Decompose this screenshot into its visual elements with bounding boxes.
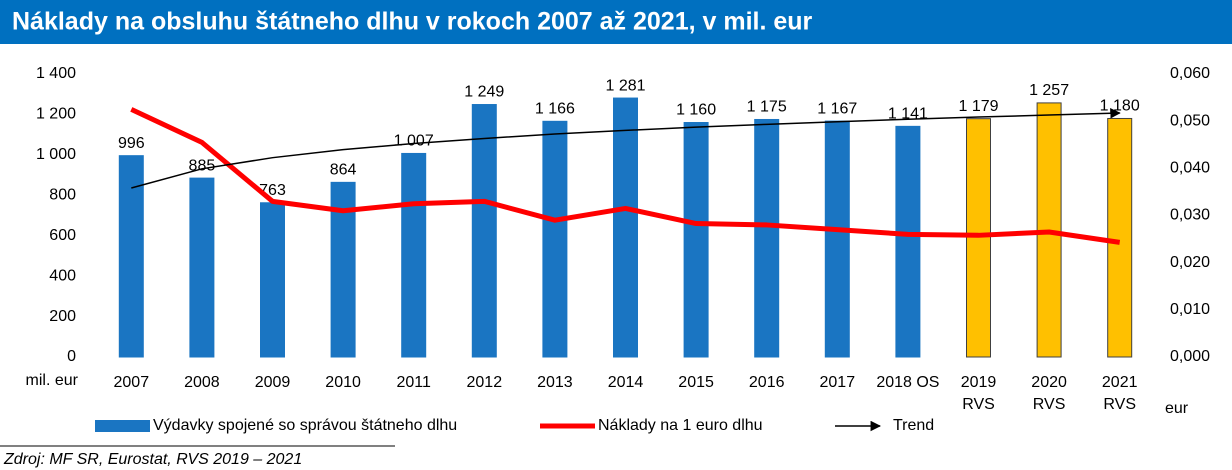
x-tick-label: 2008 [184,374,220,391]
x-tick-label: 2010 [325,374,361,391]
x-tick-label: 2007 [113,374,150,391]
y2-tick-label: 0,060 [1170,65,1210,82]
y2-tick-label: 0,010 [1170,301,1210,318]
data-label: 1 007 [394,133,434,150]
data-label: 1 167 [817,100,857,117]
trend-line [131,108,1121,189]
cost-line [130,107,1121,245]
x-tick-label: 2017 [819,374,856,391]
legend-label: Trend [893,417,934,434]
bar [824,120,850,358]
x-tick-label: 2014 [607,374,644,391]
bar [613,97,638,358]
y2-tick-label: 0,020 [1170,254,1210,271]
data-label: 1 160 [676,102,716,119]
x-tick-label: 2012 [466,374,503,391]
bar [1107,117,1133,358]
x-tick-label: 2021 RVS [1101,374,1138,413]
legend-swatch [95,420,150,432]
y2-tick-label: 0,040 [1170,160,1210,177]
bar [401,152,427,358]
y2-axis-label: eur [1165,400,1189,417]
y2-tick-label: 0,000 [1170,348,1210,365]
data-label: 996 [118,135,145,152]
data-label: 1 166 [535,101,575,118]
bar [754,118,780,358]
data-label: 1 180 [1100,98,1140,115]
y2-tick-label: 0,050 [1170,112,1210,129]
y2-tick-label: 0,030 [1170,207,1210,224]
y-tick-label: 1 400 [36,65,76,82]
bar [260,202,285,358]
x-tick-label: 2013 [537,374,573,391]
y-tick-label: 800 [49,187,76,204]
data-label: 1 257 [1029,82,1069,99]
title-band [0,0,1232,44]
y-tick-label: 200 [49,308,76,325]
bar [542,120,568,358]
y-axis-label: mil. eur [26,372,79,389]
data-label: 864 [330,162,357,179]
bar [683,122,709,358]
source: Zdroj: MF SR, Eurostat, RVS 2019 – 2021 [3,451,302,468]
x-tick-label: 2016 [748,374,785,391]
x-tick-label: 2015 [678,374,714,391]
bar [189,177,215,358]
x-tick-label: 2020 RVS [1031,374,1067,413]
y-tick-label: 1 200 [36,106,76,123]
bar [895,125,921,358]
legend-label: Výdavky spojené so správou štátneho dlhu [153,417,457,434]
x-tick-label: 2018 OS [876,374,940,391]
data-label: 1 175 [747,99,787,116]
x-tick-label: 2009 [254,374,291,391]
y-tick-label: 0 [67,348,76,365]
bar [118,155,144,358]
data-label: 1 281 [605,77,645,94]
x-tick-label: 2011 [396,374,431,391]
bar [966,118,991,358]
y-tick-label: 400 [49,267,76,284]
chart-title: Náklady na obsluhu štátneho dlhu v rokoc… [12,8,813,36]
legend-label: Náklady na 1 euro dlhu [598,417,763,434]
data-label: 1 179 [958,98,998,115]
bar [471,104,497,358]
data-label: 1 249 [464,84,504,101]
x-tick-label: 2019 RVS [960,374,997,413]
y-tick-label: 600 [49,227,76,244]
y-tick-label: 1 000 [36,146,76,163]
